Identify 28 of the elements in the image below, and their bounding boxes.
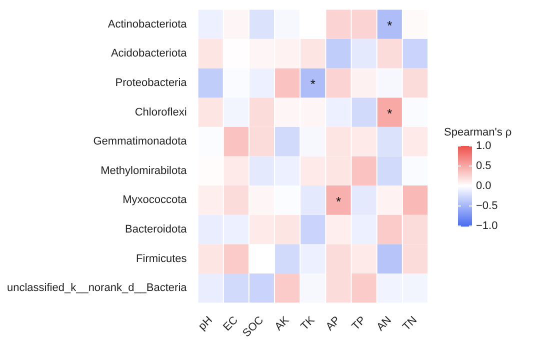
y-tick-label: Actinobacteriota [108, 18, 188, 30]
color-bar-label: 0.5 [476, 160, 492, 172]
x-tick-label: pH [196, 314, 215, 333]
data-label: * [336, 194, 342, 209]
y-tick-label: Bacteroidota [125, 224, 188, 236]
data-label: * [387, 18, 392, 33]
x-tick-label: AK [272, 314, 292, 334]
y-tick-label: Chloroflexi [134, 106, 187, 118]
color-bar-label: −1.0 [476, 220, 498, 232]
x-tick-label: TP [350, 314, 368, 333]
y-tick-label: Proteobacteria [115, 76, 188, 89]
color-bar-title: Spearman's ρ [444, 126, 512, 139]
color-bar-label: 1.0 [476, 140, 492, 152]
y-tick-label: Gemmatimonadota [93, 136, 188, 148]
data-label: * [387, 106, 392, 121]
x-tick-label: TN [400, 314, 420, 334]
y-tick-label: Methylomirabilota [100, 164, 188, 177]
x-tick-label: AP [324, 314, 343, 334]
color-bar-label: 0.0 [476, 180, 492, 192]
y-tick-label: Acidobacteriota [110, 48, 188, 60]
x-tick-label: AN [374, 314, 394, 334]
x-tick-label: EC [221, 314, 240, 334]
data-label: * [310, 76, 316, 92]
y-tick-label: Myxococcota [122, 194, 188, 206]
y-tick-label: unclassified_k__norank_d__Bacteria [6, 282, 188, 294]
y-tick-label: Firmicutes [136, 252, 188, 265]
color-bar-label: −0.5 [476, 200, 498, 212]
x-tick-label: TK [298, 314, 318, 333]
